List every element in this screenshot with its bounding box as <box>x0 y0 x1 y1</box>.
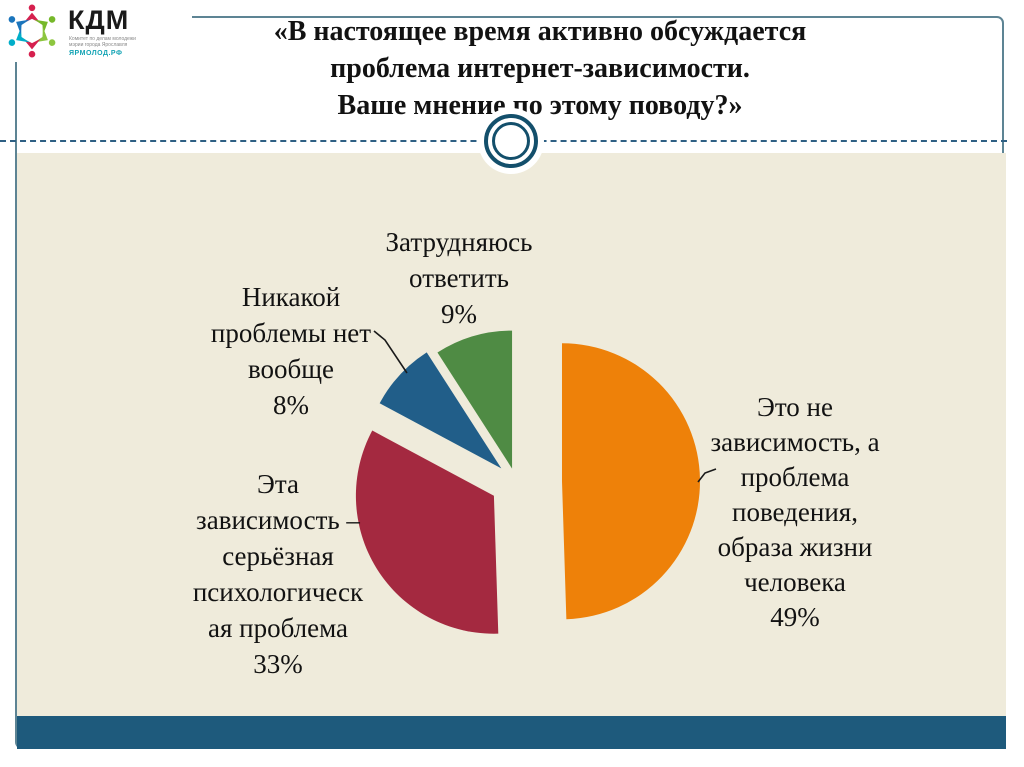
logo-site-url: ЯРМОЛОД.РФ <box>69 50 123 57</box>
divider-circle-inner-ring <box>492 122 530 160</box>
logo: КДМ Комитет по делам молодежи мэрии горо… <box>0 0 192 62</box>
pie-label-undecided: Затрудняюсь ответить 9% <box>385 227 533 329</box>
pie-label-behavior-problem: Это не зависимость, а проблема поведения… <box>710 392 880 632</box>
pie-label-no-problem: Никакой проблемы нет вообще 8% <box>210 282 372 420</box>
footer-accent-bar <box>17 716 1006 749</box>
kdm-pinwheel-icon <box>8 4 56 58</box>
slide-title: «В настоящее время активно обсуждается п… <box>273 16 807 121</box>
logo-subtext: Комитет по делам молодежи мэрии города Я… <box>69 36 136 48</box>
logo-brand-text: КДМ <box>68 5 130 35</box>
pie-label-psych-problem: Эта зависимость – серьёзная психологичес… <box>192 469 364 679</box>
